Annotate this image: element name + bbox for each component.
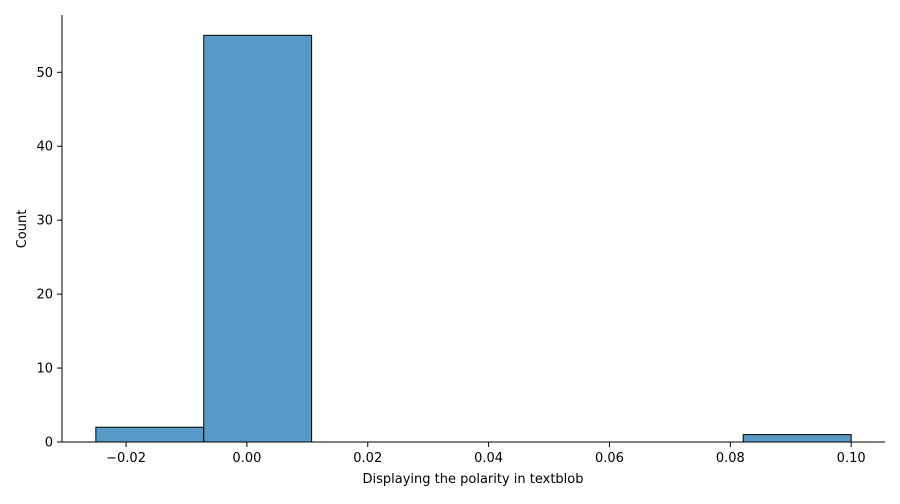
x-tick-label: 0.04: [474, 451, 503, 466]
y-axis-label: Count: [15, 210, 30, 249]
x-tick-label: 0.02: [353, 451, 382, 466]
y-tick-label: 30: [36, 214, 53, 229]
y-tick-label: 0: [45, 436, 53, 451]
y-tick-label: 50: [36, 66, 53, 81]
y-tick-label: 10: [36, 362, 53, 377]
x-tick-label: 0.08: [716, 451, 745, 466]
x-axis-label: Displaying the polarity in textblob: [363, 472, 584, 487]
histogram-bar: [742, 434, 852, 443]
y-tick-label: 20: [36, 288, 53, 303]
histogram-bar: [203, 34, 313, 443]
x-tick-label: 0.00: [232, 451, 261, 466]
x-tick-label: 0.06: [595, 451, 624, 466]
x-axis-ticks: −0.02 0.00 0.02 0.04 0.06 0.08 0.10: [106, 442, 866, 466]
x-tick-label: −0.02: [106, 451, 146, 466]
x-tick-label: 0.10: [837, 451, 866, 466]
y-axis-ticks: 0 10 20 30 40 50: [36, 66, 62, 451]
histogram-bar: [95, 426, 205, 443]
bars-group: [95, 34, 852, 443]
y-tick-label: 40: [36, 140, 53, 155]
